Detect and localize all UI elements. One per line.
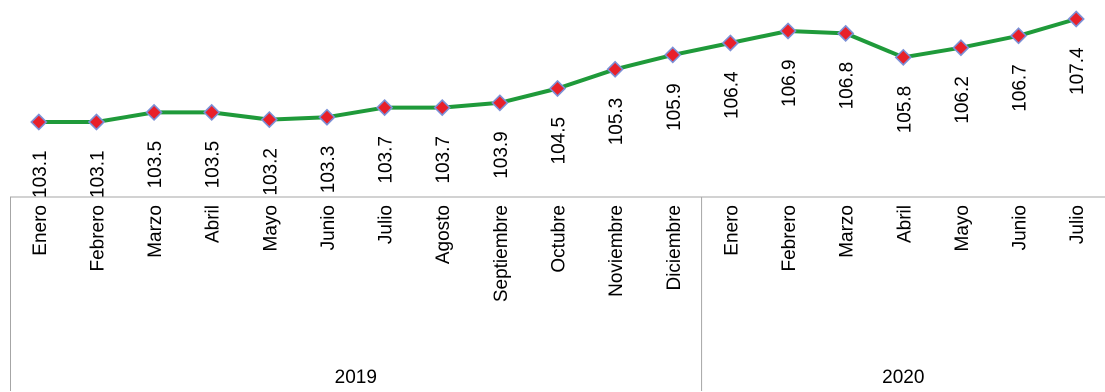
category-axis <box>10 196 1105 391</box>
year-label-2020: 2020 <box>882 367 924 388</box>
month-label: Abril <box>203 205 224 243</box>
data-label: 106.4 <box>721 71 742 119</box>
month-label: Junio <box>1010 205 1031 250</box>
data-point-marker <box>260 110 278 129</box>
data-label: 103.5 <box>203 141 224 189</box>
data-label: 106.8 <box>837 62 858 110</box>
data-label: 103.9 <box>491 131 512 179</box>
series-markers <box>30 10 1085 131</box>
month-label: Octubre <box>549 205 570 273</box>
data-label: 103.3 <box>318 146 339 194</box>
data-point-marker <box>375 98 394 117</box>
month-label: Marzo <box>145 205 166 258</box>
data-label: 107.4 <box>1067 47 1088 95</box>
data-point-marker <box>1009 27 1028 45</box>
year-label-2019: 2019 <box>335 367 377 388</box>
data-point-marker <box>145 103 163 122</box>
data-point-marker <box>87 113 106 131</box>
data-labels: 103.1 103.1 103.5 103.5 103.2 103.3 103.7 103.7… <box>30 47 1088 198</box>
month-label: Junio <box>318 205 339 250</box>
month-label: Noviembre <box>606 205 627 297</box>
month-label: Septiembre <box>491 205 512 302</box>
data-label: 103.1 <box>87 150 108 198</box>
data-label: 104.5 <box>549 117 570 165</box>
data-point-marker <box>721 34 740 52</box>
data-point-marker <box>664 46 682 64</box>
month-label: Mayo <box>260 205 281 251</box>
data-point-marker <box>606 60 624 78</box>
data-label: 103.7 <box>433 136 454 184</box>
month-label: Enero <box>30 205 51 256</box>
month-label: Mayo <box>952 205 973 251</box>
month-label: Febrero <box>779 205 800 272</box>
month-label: Diciembre <box>664 205 685 291</box>
month-label: Febrero <box>87 205 108 272</box>
series-line-group <box>36 17 1079 124</box>
data-label: 106.9 <box>779 59 800 107</box>
data-point-marker <box>952 39 970 57</box>
data-point-marker <box>779 22 797 40</box>
month-label: Enero <box>721 205 742 256</box>
month-label: Agosto <box>433 205 454 264</box>
data-label: 105.8 <box>894 86 915 134</box>
month-label: Abril <box>894 205 915 243</box>
month-label: Julio <box>1067 205 1088 244</box>
year-tick-labels: 2019 2020 <box>335 367 925 388</box>
data-point-marker <box>894 48 912 66</box>
data-point-marker <box>837 24 855 43</box>
data-point-marker <box>1067 10 1085 28</box>
data-label: 103.7 <box>376 136 397 184</box>
data-label: 105.3 <box>606 98 627 146</box>
data-label: 106.2 <box>952 76 973 124</box>
data-label: 105.9 <box>664 83 685 131</box>
data-point-marker <box>203 103 221 122</box>
month-label: Julio <box>376 205 397 244</box>
data-label: 103.1 <box>30 150 51 198</box>
data-point-marker <box>433 98 451 117</box>
series-line <box>36 17 1079 124</box>
data-point-marker <box>491 94 509 112</box>
data-label: 103.5 <box>145 141 166 189</box>
data-point-marker <box>318 108 336 126</box>
data-label: 103.2 <box>260 148 281 196</box>
data-point-marker <box>548 79 567 98</box>
data-point-marker <box>30 113 48 131</box>
month-tick-labels: Enero Febrero Marzo Abril Mayo Junio Julio Agos… <box>30 205 1088 302</box>
month-label: Marzo <box>837 205 858 258</box>
data-label: 106.7 <box>1010 64 1031 112</box>
